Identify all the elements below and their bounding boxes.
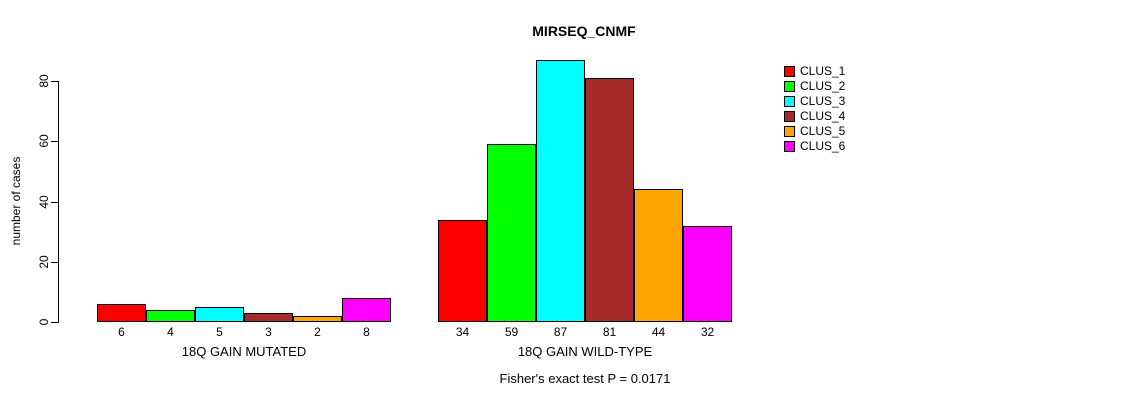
bar-value-label: 4 xyxy=(167,325,174,339)
legend-swatch-icon xyxy=(784,141,795,152)
legend-row-clus_2: CLUS_2 xyxy=(784,79,845,94)
bar-clus_4-group2 xyxy=(585,78,634,322)
legend-label: CLUS_3 xyxy=(800,94,846,108)
bar-value-label: 81 xyxy=(602,325,617,339)
bar-value-label: 59 xyxy=(504,325,519,339)
bar-value-label: 32 xyxy=(700,325,715,339)
bar-clus_5-group1 xyxy=(293,316,342,322)
legend-row-clus_3: CLUS_3 xyxy=(784,94,845,109)
legend-label: CLUS_4 xyxy=(800,109,846,123)
legend-label: CLUS_6 xyxy=(800,139,846,153)
y-tick-label: 20 xyxy=(37,255,51,269)
legend-row-clus_1: CLUS_1 xyxy=(784,64,845,79)
y-tick-label: 0 xyxy=(37,318,51,326)
legend: CLUS_1 CLUS_2 CLUS_3 CLUS_4 CLUS_5 CLUS_6 xyxy=(784,64,845,154)
bar-clus_2-group1 xyxy=(146,310,195,322)
bar-clus_6-group2 xyxy=(683,226,732,322)
legend-label: CLUS_5 xyxy=(800,124,846,138)
y-tick-label: 60 xyxy=(37,134,51,148)
legend-label: CLUS_2 xyxy=(800,79,846,93)
y-tick-mark xyxy=(51,262,59,263)
bar-clus_1-group2 xyxy=(438,220,487,322)
bar-value-label: 87 xyxy=(553,325,568,339)
y-tick-mark xyxy=(51,322,59,323)
y-tick-mark xyxy=(51,141,59,142)
y-tick-label: 40 xyxy=(37,195,51,209)
bar-clus_3-group2 xyxy=(536,60,585,322)
bar-clus_2-group2 xyxy=(487,144,536,322)
y-tick-mark xyxy=(51,202,59,203)
legend-swatch-icon xyxy=(784,96,795,107)
bar-clus_5-group2 xyxy=(634,189,683,322)
bar-clus_6-group1 xyxy=(342,298,391,322)
bar-clus_3-group1 xyxy=(195,307,244,322)
bar-value-label: 34 xyxy=(455,325,470,339)
legend-swatch-icon xyxy=(784,81,795,92)
chart-title: MIRSEQ_CNMF xyxy=(532,23,636,39)
legend-swatch-icon xyxy=(784,111,795,122)
bar-value-label: 5 xyxy=(216,325,223,339)
y-tick-label: 80 xyxy=(37,74,51,88)
bar-value-label: 44 xyxy=(651,325,666,339)
bar-clus_1-group1 xyxy=(97,304,146,322)
group-label: 18Q GAIN MUTATED xyxy=(181,344,307,359)
legend-swatch-icon xyxy=(784,66,795,77)
legend-label: CLUS_1 xyxy=(800,64,846,78)
y-axis-title: number of cases xyxy=(9,156,23,246)
legend-row-clus_6: CLUS_6 xyxy=(784,139,845,154)
bar-value-label: 2 xyxy=(314,325,321,339)
y-tick-mark xyxy=(51,81,59,82)
bar-value-label: 8 xyxy=(363,325,370,339)
bar-value-label: 6 xyxy=(118,325,125,339)
legend-row-clus_5: CLUS_5 xyxy=(784,124,845,139)
bar-clus_4-group1 xyxy=(244,313,293,322)
legend-row-clus_4: CLUS_4 xyxy=(784,109,845,124)
group-label: 18Q GAIN WILD-TYPE xyxy=(517,344,653,359)
fisher-test-annotation: Fisher's exact test P = 0.0171 xyxy=(499,371,671,386)
bar-value-label: 3 xyxy=(265,325,272,339)
legend-swatch-icon xyxy=(784,126,795,137)
